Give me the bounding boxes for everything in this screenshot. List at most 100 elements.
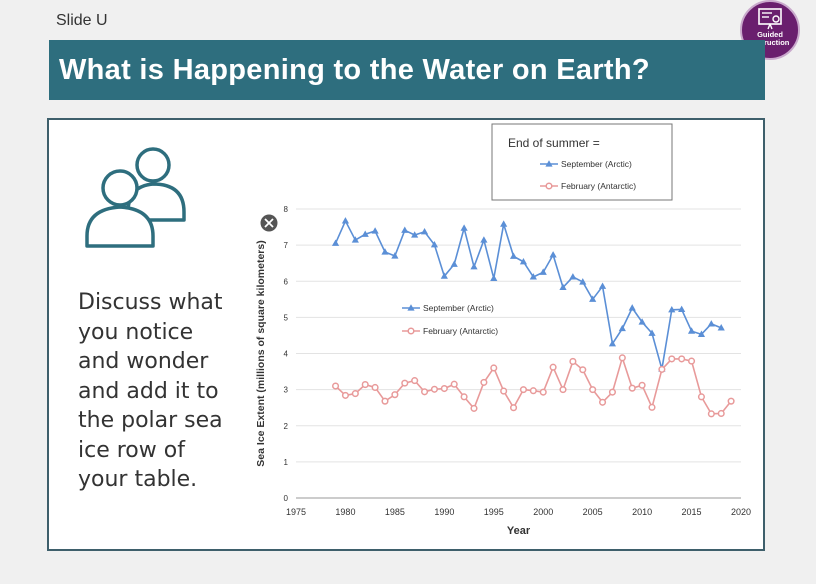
data-point (391, 391, 399, 399)
data-point (608, 388, 616, 396)
x-tick-label: 2015 (682, 507, 702, 517)
discussion-prompt: Discuss what you notice and wonder and a… (78, 290, 223, 492)
legend-entries: September (Arctic) February (Antarctic) (540, 159, 636, 191)
data-point (589, 386, 597, 394)
data-point (628, 304, 636, 311)
data-point (688, 357, 696, 365)
data-point (450, 260, 458, 267)
data-point (470, 263, 478, 270)
presentation-icon (758, 8, 782, 30)
data-point (420, 227, 429, 235)
data-point (460, 224, 468, 231)
data-point (331, 239, 340, 246)
data-point (371, 383, 379, 392)
data-point (579, 278, 587, 285)
data-point (638, 381, 646, 389)
slide-label: Slide U (56, 12, 108, 29)
data-point (579, 366, 587, 374)
badge-line2: Instruction (750, 38, 790, 47)
data-point (381, 397, 389, 405)
x-tick-label: 1980 (335, 507, 355, 517)
y-tick-label: 7 (284, 241, 289, 250)
data-point (687, 327, 696, 334)
y-tick-label: 4 (284, 350, 289, 359)
data-point (648, 403, 656, 411)
data-point (460, 393, 468, 401)
data-point (361, 230, 369, 237)
sea-ice-chart: 0 1 2 3 4 5 6 7 8 1975 1980 1985 1990 1995 2000 2005 20… (255, 123, 751, 537)
data-point (549, 251, 557, 258)
data-point (341, 391, 349, 399)
data-point (608, 339, 617, 347)
data-point (490, 274, 498, 281)
y-tick-label: 0 (284, 494, 289, 503)
data-point (697, 330, 706, 337)
data-point (529, 273, 537, 280)
data-point (519, 386, 527, 394)
data-point (361, 381, 369, 389)
series-arctic (331, 217, 725, 372)
data-point (539, 268, 547, 275)
badge-line1: Guided (757, 30, 783, 39)
data-point (341, 217, 350, 224)
y-tick-label: 6 (284, 277, 289, 286)
x-tick-label: 1985 (385, 507, 405, 517)
data-point (668, 305, 676, 313)
data-point (430, 240, 439, 248)
data-point (559, 386, 567, 394)
data-point (440, 384, 448, 393)
y-tick-label: 8 (284, 205, 289, 214)
legend-label: September (Arctic) (561, 159, 632, 169)
x-tick-label: 1975 (286, 507, 306, 517)
data-point (678, 355, 686, 363)
inline-legend: September (Arctic) February (Antarctic) (402, 303, 498, 336)
data-point (351, 236, 359, 243)
x-axis-label: Year (507, 525, 531, 537)
data-point (371, 227, 379, 234)
data-point (668, 355, 676, 363)
data-point (529, 387, 537, 395)
y-tick-label: 2 (284, 422, 289, 431)
y-tick-label: 3 (284, 386, 289, 395)
data-point (480, 236, 488, 243)
data-point (411, 377, 419, 385)
data-point (727, 397, 735, 405)
data-point (707, 320, 715, 327)
y-tick-labels: 0 1 2 3 4 5 6 7 8 (284, 205, 289, 503)
people-discussion-icon (85, 147, 186, 248)
data-point (381, 248, 389, 255)
y-tick-label: 1 (284, 458, 289, 467)
legend-marker (407, 304, 415, 311)
data-point (589, 295, 597, 302)
close-button[interactable] (260, 214, 278, 232)
data-point (569, 357, 577, 365)
data-point (559, 283, 567, 290)
x-tick-label: 2005 (583, 507, 603, 517)
data-point (678, 305, 686, 313)
legend-title: End of summer = (508, 136, 600, 150)
data-point (401, 226, 409, 233)
data-point (618, 354, 626, 362)
y-tick-label: 5 (284, 313, 289, 322)
data-point (332, 382, 340, 390)
x-tick-label: 2020 (731, 507, 751, 517)
data-point (628, 384, 636, 392)
data-point (391, 252, 399, 259)
data-point (569, 273, 577, 280)
legend-label: September (Arctic) (423, 303, 494, 313)
data-point (648, 329, 656, 336)
x-tick-label: 2000 (533, 507, 553, 517)
x-tick-label: 1990 (434, 507, 454, 517)
x-tick-label: 1995 (484, 507, 504, 517)
plot-series (331, 217, 735, 418)
series-antarctic (332, 354, 735, 418)
gridlines (296, 208, 741, 463)
legend-box (491, 123, 673, 201)
data-point (618, 324, 626, 332)
data-point (490, 364, 498, 372)
data-point (697, 393, 705, 401)
data-point (480, 378, 488, 386)
data-point (519, 257, 528, 265)
series-line (335, 355, 732, 415)
data-point (430, 385, 438, 393)
